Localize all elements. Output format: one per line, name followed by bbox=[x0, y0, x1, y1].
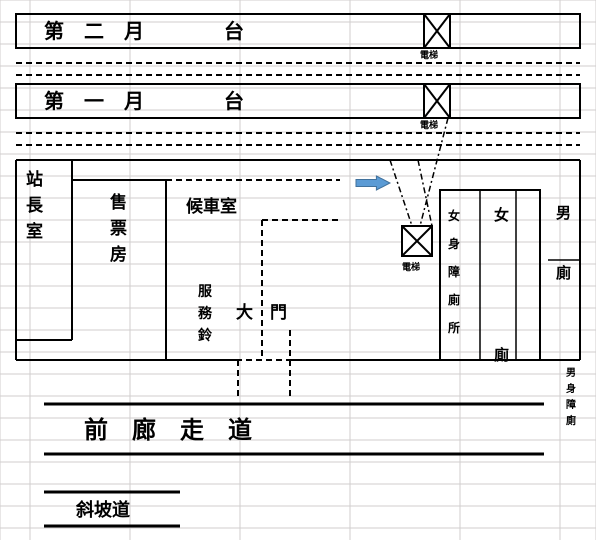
svg-text:男: 男 bbox=[566, 367, 576, 379]
svg-text:女: 女 bbox=[494, 206, 509, 224]
service-bell-label: 服務鈴 bbox=[198, 284, 213, 344]
gate-label: 大 門 bbox=[236, 302, 287, 322]
platform-2-elevator-label: 電梯 bbox=[420, 49, 438, 60]
svg-text:鈴: 鈴 bbox=[198, 327, 213, 344]
svg-text:票: 票 bbox=[110, 219, 127, 238]
corridor-label: 前 廊 走 道 bbox=[84, 416, 252, 444]
svg-text:所: 所 bbox=[448, 320, 460, 335]
hall-elevator-label: 電梯 bbox=[402, 261, 420, 272]
grid bbox=[0, 0, 596, 540]
platform-2: 第 二 月 台電梯 bbox=[16, 14, 580, 60]
male-toilet-label: 男廁 bbox=[556, 205, 571, 282]
svg-text:障: 障 bbox=[448, 264, 460, 279]
svg-text:女: 女 bbox=[448, 208, 460, 223]
svg-text:售: 售 bbox=[110, 192, 127, 212]
platform-2-elevator: 電梯 bbox=[420, 14, 450, 60]
platform-2-label: 第 二 月 台 bbox=[44, 19, 244, 43]
waiting-room-label: 候車室 bbox=[186, 196, 237, 216]
svg-text:障: 障 bbox=[566, 398, 576, 411]
platform-1-label: 第 一 月 台 bbox=[44, 89, 244, 113]
svg-text:室: 室 bbox=[26, 221, 43, 241]
female-accessible-toilet-label: 女身障廁所 bbox=[448, 208, 460, 335]
svg-text:廁: 廁 bbox=[494, 346, 509, 364]
svg-text:服: 服 bbox=[198, 284, 213, 300]
direction-arrow-icon bbox=[356, 176, 390, 190]
stationmaster-label: 站長室 bbox=[26, 169, 44, 241]
svg-text:廁: 廁 bbox=[448, 292, 460, 307]
ramp-label: 斜坡道 bbox=[75, 499, 130, 520]
svg-text:男: 男 bbox=[556, 205, 571, 222]
male-accessible-toilet-label: 男身障廁 bbox=[566, 367, 576, 427]
svg-text:長: 長 bbox=[26, 196, 44, 215]
svg-text:站: 站 bbox=[26, 169, 43, 189]
svg-text:房: 房 bbox=[110, 244, 127, 264]
platform-1: 第 一 月 台電梯 bbox=[16, 84, 580, 130]
platform-1-elevator-label: 電梯 bbox=[420, 119, 438, 130]
svg-text:身: 身 bbox=[448, 236, 460, 251]
svg-text:廁: 廁 bbox=[556, 264, 571, 282]
female-toilet-label: 女廁 bbox=[494, 206, 509, 364]
platform-1-elevator: 電梯 bbox=[420, 84, 450, 130]
hall-elevator bbox=[402, 226, 432, 256]
ticket-office-label: 售票房 bbox=[110, 192, 127, 264]
svg-text:廁: 廁 bbox=[566, 414, 576, 427]
svg-text:身: 身 bbox=[566, 382, 576, 395]
svg-text:務: 務 bbox=[198, 305, 213, 322]
